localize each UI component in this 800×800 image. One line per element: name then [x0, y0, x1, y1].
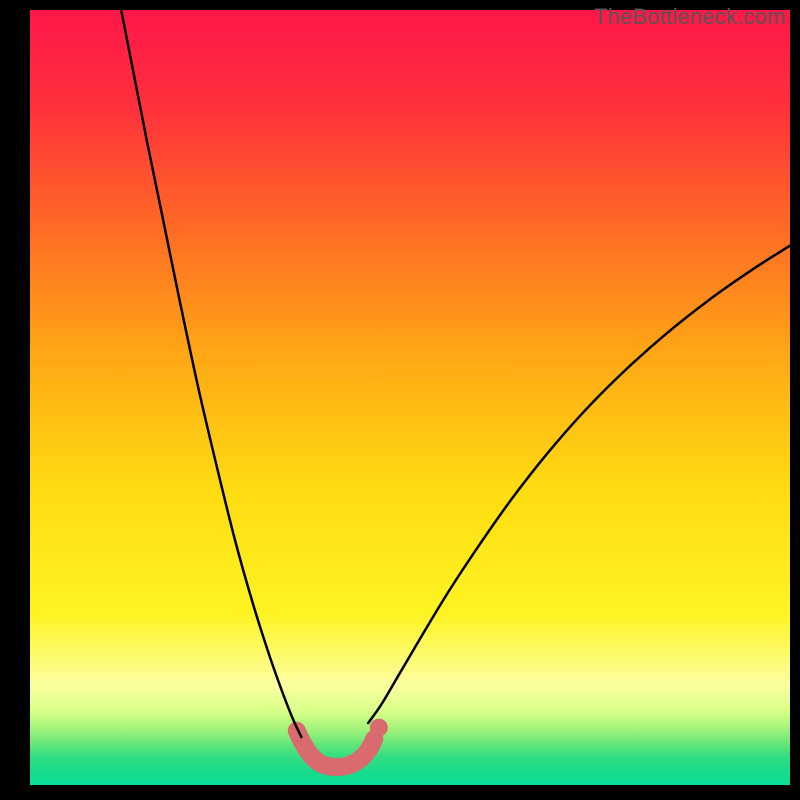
chart-root: TheBottleneck.com [0, 0, 800, 800]
chart-curves [30, 10, 790, 785]
curve-left [121, 10, 301, 737]
bottom-marker-path [297, 731, 375, 767]
chart-plot-area [30, 10, 790, 785]
curve-right [368, 246, 790, 723]
watermark-text: TheBottleneck.com [594, 4, 786, 30]
bottom-marker-end-dot [370, 719, 388, 737]
